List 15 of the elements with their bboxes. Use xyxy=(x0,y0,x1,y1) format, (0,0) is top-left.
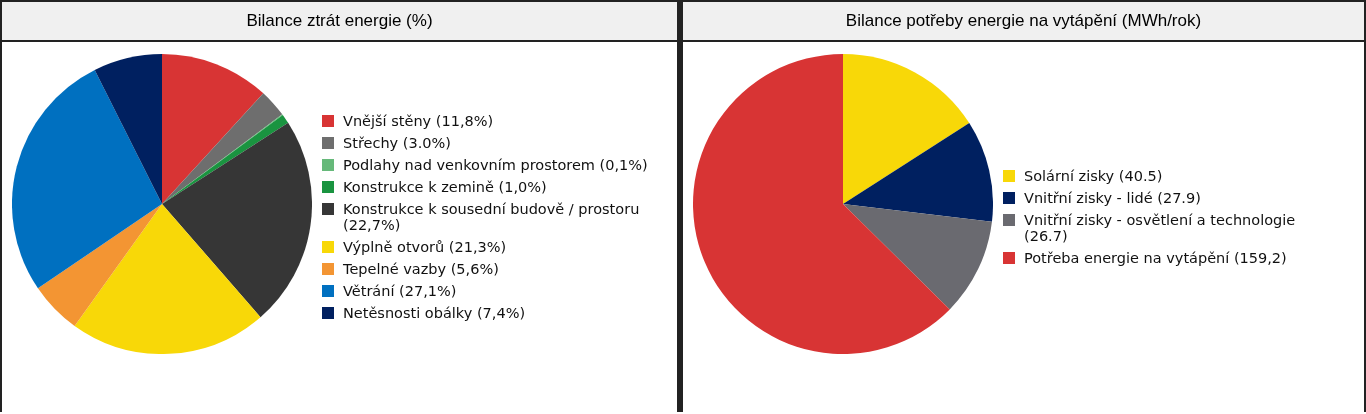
legend-label: Tepelné vazby (5,6%) xyxy=(343,261,499,277)
legend-label: Vnější stěny (11,8%) xyxy=(343,113,494,129)
legend-label: Netěsnosti obálky (7,4%) xyxy=(343,305,526,321)
legend-label: Konstrukce k zemině (1,0%) xyxy=(343,179,547,195)
legend-label: Solární zisky (40.5) xyxy=(1024,168,1163,184)
legend-label: Větrání (27,1%) xyxy=(343,283,457,299)
legend-label: Střechy (3.0%) xyxy=(343,135,451,151)
chart-title: Bilance ztrát energie (%) xyxy=(2,2,677,42)
legend-label: Konstrukce k sousední budově / prostoru (22,7%) xyxy=(343,201,641,233)
legend-label: Potřeba energie na vytápění (159,2) xyxy=(1024,250,1287,266)
legend-label: Podlahy nad venkovním prostorem (0,1%) xyxy=(343,157,648,173)
legend-label: Výplně otvorů (21,3%) xyxy=(343,239,507,255)
legend-label: Vnitřní zisky - osvětlení a technologie (26.7) xyxy=(1024,212,1297,244)
chart-title: Bilance potřeby energie na vytápění (MWh/rok) xyxy=(683,2,1364,42)
legend-label: Vnitřní zisky - lidé (27.9) xyxy=(1024,190,1201,206)
